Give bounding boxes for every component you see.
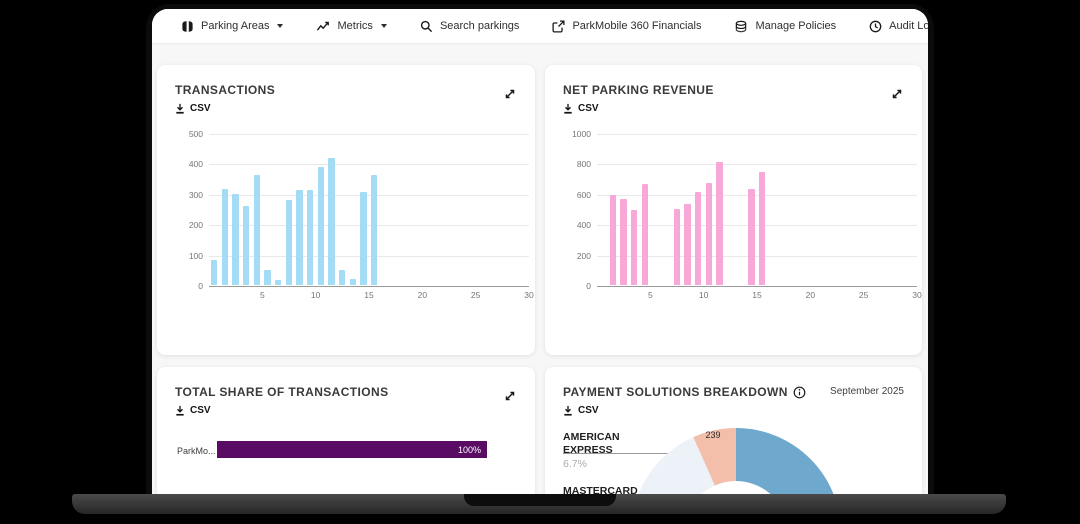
policies-stack-icon bbox=[734, 20, 748, 33]
nav-label: Manage Policies bbox=[755, 20, 837, 32]
metrics-icon bbox=[316, 20, 330, 33]
amex-leader-line bbox=[563, 453, 721, 454]
nav-parking-areas[interactable]: Parking Areas bbox=[181, 20, 284, 33]
transactions-bar-chart: 0 100 200 300 400 500 5 10 15 20 25 30 bbox=[188, 129, 534, 300]
csv-download-button[interactable]: CSV bbox=[175, 103, 211, 114]
chevron-down-icon bbox=[380, 24, 387, 28]
nav-label: Search parkings bbox=[439, 20, 520, 32]
card-title: TOTAL SHARE OF TRANSACTIONS bbox=[175, 385, 389, 399]
dashboard-screen: Parking Areas Metrics Search parkings bbox=[152, 9, 928, 494]
download-icon bbox=[176, 103, 184, 114]
nav-label: Parking Areas bbox=[201, 20, 270, 32]
nav-search-parkings[interactable]: Search parkings bbox=[420, 20, 520, 33]
share-bar: 100% bbox=[217, 441, 487, 458]
external-link-icon bbox=[552, 19, 565, 33]
csv-label: CSV bbox=[578, 405, 599, 416]
expand-icon bbox=[892, 89, 902, 99]
expand-icon bbox=[505, 391, 515, 401]
net-parking-revenue-card: NET PARKING REVENUE CSV 0 200 400 600 800 100… bbox=[545, 65, 922, 355]
total-share-card: TOTAL SHARE OF TRANSACTIONS CSV ParkMo..… bbox=[157, 367, 535, 494]
csv-label: CSV bbox=[578, 103, 599, 114]
transactions-card: TRANSACTIONS CSV 0 100 200 300 400 500 5 10 15 20… bbox=[157, 65, 535, 355]
nav-audit-logs[interactable]: Audit Logs bbox=[869, 20, 928, 33]
period-label: September 2025 bbox=[830, 386, 904, 397]
card-title: TRANSACTIONS bbox=[175, 83, 276, 97]
expand-chart-button[interactable] bbox=[504, 389, 516, 407]
csv-download-button[interactable]: CSV bbox=[563, 405, 599, 416]
download-icon bbox=[176, 405, 184, 416]
csv-download-button[interactable]: CSV bbox=[175, 405, 211, 416]
top-nav: Parking Areas Metrics Search parkings bbox=[152, 9, 928, 43]
share-bar-label: ParkMo... bbox=[177, 446, 216, 456]
revenue-bar-chart: 0 200 400 600 800 1000 5 10 15 20 25 30 bbox=[572, 129, 922, 300]
csv-download-button[interactable]: CSV bbox=[563, 103, 599, 114]
csv-label: CSV bbox=[190, 103, 211, 114]
expand-icon bbox=[505, 89, 515, 99]
parking-areas-icon bbox=[181, 20, 194, 33]
nav-label: Metrics bbox=[337, 20, 373, 32]
nav-items: Parking Areas Metrics Search parkings bbox=[181, 19, 928, 33]
download-icon bbox=[564, 405, 572, 416]
laptop-base-notch bbox=[464, 494, 616, 506]
download-icon bbox=[564, 103, 572, 114]
payment-card-header: PAYMENT SOLUTIONS BREAKDOWN September 20… bbox=[563, 385, 904, 399]
laptop-base bbox=[72, 494, 1006, 514]
nav-label: Audit Logs bbox=[889, 20, 928, 32]
clock-icon bbox=[869, 20, 882, 33]
share-bar-value: 100% bbox=[457, 444, 481, 455]
legend-mastercard-label: MASTERCARD bbox=[563, 485, 638, 494]
dashboard-content: TRANSACTIONS CSV 0 100 200 300 400 500 5 10 15 20… bbox=[152, 43, 928, 494]
card-title: PAYMENT SOLUTIONS BREAKDOWN bbox=[563, 385, 788, 399]
expand-chart-button[interactable] bbox=[891, 87, 903, 105]
chevron-down-icon bbox=[277, 24, 284, 28]
expand-chart-button[interactable] bbox=[504, 87, 516, 105]
amex-segment-count: 239 bbox=[705, 430, 721, 440]
search-icon bbox=[420, 20, 433, 33]
legend-amex-percent: 6.7% bbox=[563, 458, 587, 470]
info-icon[interactable] bbox=[793, 386, 806, 399]
payment-breakdown-card: PAYMENT SOLUTIONS BREAKDOWN September 20… bbox=[545, 367, 922, 494]
card-title: NET PARKING REVENUE bbox=[563, 83, 714, 97]
nav-label: ParkMobile 360 Financials bbox=[572, 20, 702, 32]
share-bar-fill: 100% bbox=[217, 441, 487, 458]
nav-manage-policies[interactable]: Manage Policies bbox=[734, 20, 836, 33]
nav-metrics[interactable]: Metrics bbox=[316, 20, 387, 33]
nav-parkmobile-financials[interactable]: ParkMobile 360 Financials bbox=[552, 19, 702, 33]
csv-label: CSV bbox=[190, 405, 211, 416]
